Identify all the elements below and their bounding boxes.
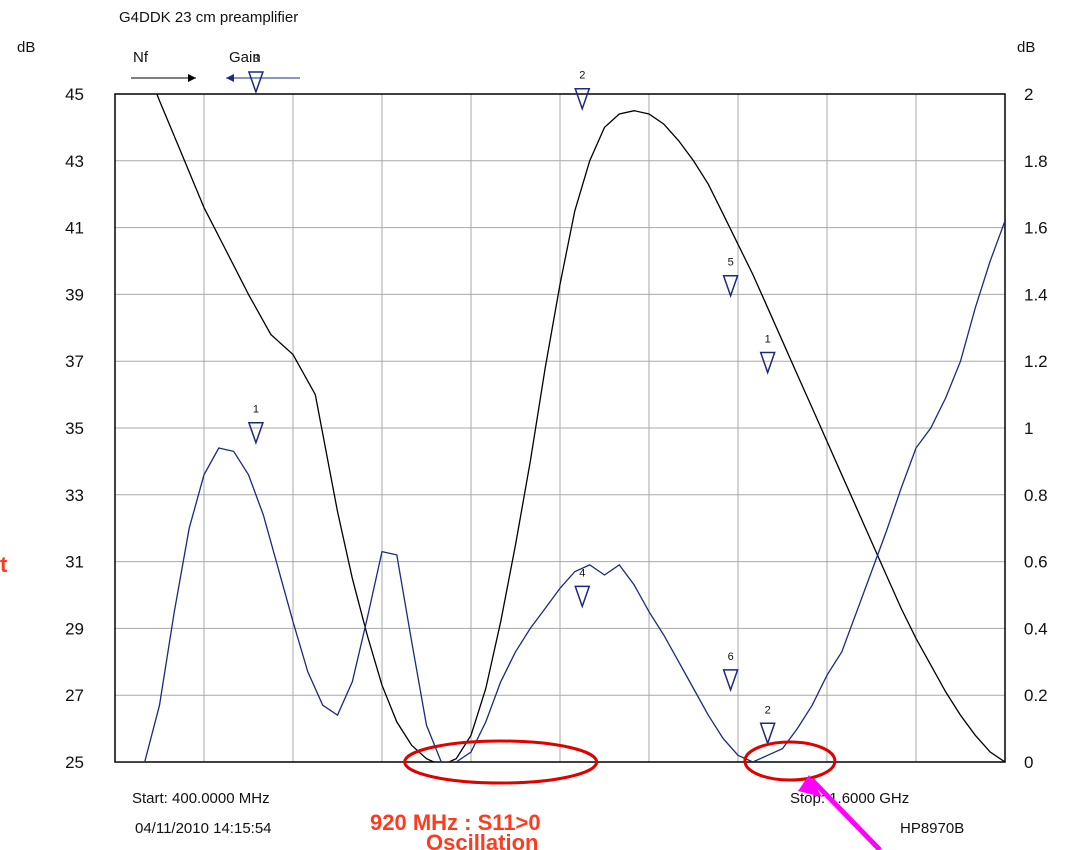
- series-line-gain: [156, 94, 1005, 762]
- overlay-layer: [403, 739, 882, 850]
- marker-label: 5: [728, 257, 734, 269]
- series-layer: [115, 94, 1005, 762]
- right-tick-label: 1.4: [1024, 285, 1048, 304]
- left-tick-label: 29: [65, 619, 84, 638]
- left-tick-label: 31: [65, 553, 84, 572]
- right-tick-label: 0: [1024, 753, 1033, 772]
- left-tick-label: 33: [65, 486, 84, 505]
- right-tick-label: 1.8: [1024, 152, 1048, 171]
- left-tick-label: 37: [65, 352, 84, 371]
- marker-triangle: [722, 669, 739, 693]
- right-tick-label: 1.2: [1024, 352, 1048, 371]
- grid-layer: [114, 93, 1006, 763]
- marker-triangle: [759, 351, 776, 375]
- marker-triangle: [574, 87, 591, 111]
- right-tick-label: 0.8: [1024, 486, 1048, 505]
- nf-arrowhead: [188, 74, 196, 82]
- annotation-ellipse-high: [743, 740, 837, 782]
- left-tick-label: 39: [65, 285, 84, 304]
- right-tick-label: 1.6: [1024, 219, 1048, 238]
- series-line-nf: [115, 220, 1005, 762]
- instrument-label: HP8970B: [900, 820, 964, 837]
- left-tick-label: 35: [65, 419, 84, 438]
- marker-label: 1: [253, 404, 259, 416]
- marker-triangle: [247, 421, 264, 445]
- marker-layer: 1 4 6 2 2 5 1 3: [247, 53, 776, 746]
- marker-label: 2: [765, 704, 771, 716]
- nf-label: Nf: [133, 49, 149, 66]
- marker-triangle: [247, 71, 264, 95]
- annotation-arrowhead: [798, 775, 822, 797]
- right-tick-label: 1: [1024, 419, 1033, 438]
- gain-label: Gain: [229, 49, 261, 66]
- left-unit-label: dB: [17, 39, 35, 56]
- left-tick-label: 41: [65, 219, 84, 238]
- start-label: Start: 400.0000 MHz: [132, 790, 270, 807]
- annotation-ellipse-920mhz: [403, 739, 599, 785]
- right-unit-label: dB: [1017, 39, 1035, 56]
- marker-label: 4: [579, 567, 585, 579]
- marker-label: 1: [765, 334, 771, 346]
- annotation-text: 920 MHz : S11>0: [370, 810, 541, 835]
- right-tick-label: 0.6: [1024, 553, 1048, 572]
- marker-label: 6: [728, 651, 734, 663]
- chart-title: G4DDK 23 cm preamplifier: [119, 9, 298, 26]
- right-tick-label: 0.4: [1024, 619, 1048, 638]
- plot-frame: [114, 93, 1006, 763]
- left-tick-label: 25: [65, 753, 84, 772]
- axis-layer: 454341393735333129272521.81.61.41.210.80…: [65, 74, 1048, 772]
- annotation-text-2: Oscillation: [426, 830, 538, 850]
- marker-label: 3: [253, 53, 259, 65]
- timestamp-label: 04/11/2010 14:15:54: [135, 820, 272, 837]
- annotation-left-fragment: t: [0, 552, 8, 577]
- right-tick-label: 0.2: [1024, 686, 1048, 705]
- left-tick-label: 43: [65, 152, 84, 171]
- marker-triangle: [759, 722, 776, 746]
- gain-arrowhead: [226, 74, 234, 82]
- marker-triangle: [574, 585, 591, 609]
- left-tick-label: 45: [65, 85, 84, 104]
- right-tick-label: 2: [1024, 85, 1033, 104]
- left-tick-label: 27: [65, 686, 84, 705]
- annotation-arrow-shaft: [810, 778, 882, 850]
- marker-triangle: [722, 274, 739, 299]
- marker-label: 2: [579, 70, 585, 82]
